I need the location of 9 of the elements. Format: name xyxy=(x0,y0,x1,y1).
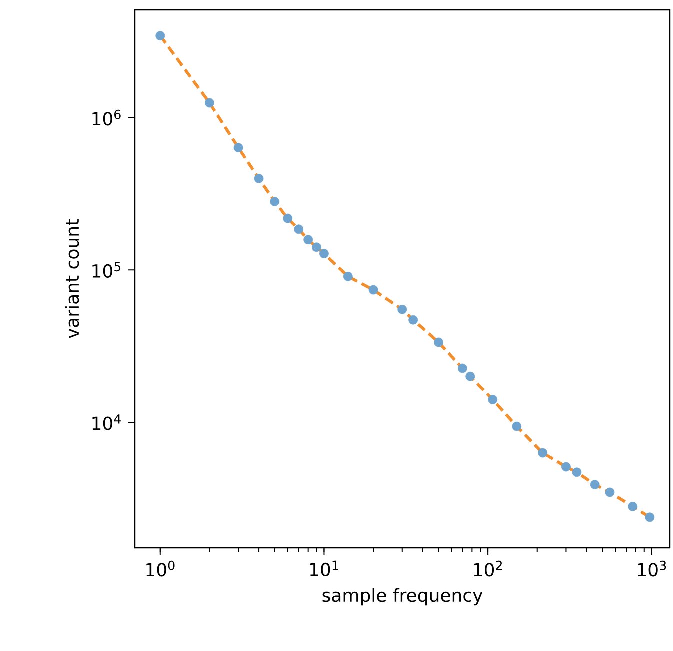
x-tick-label: 10$^{0}$ xyxy=(146,560,175,577)
x-axis-title: sample frequency xyxy=(322,588,483,606)
x-tick-label: 10$^{3}$ xyxy=(638,560,666,577)
y-tick-label: 10$^{4}$ xyxy=(92,414,121,430)
y-axis-title: variant count xyxy=(65,219,80,338)
x-tick-label: 10$^{1}$ xyxy=(310,560,338,577)
y-tick-label: 10$^{5}$ xyxy=(92,262,121,278)
y-tick-label: 10$^{6}$ xyxy=(92,110,121,126)
x-tick-label: 10$^{2}$ xyxy=(474,560,502,577)
